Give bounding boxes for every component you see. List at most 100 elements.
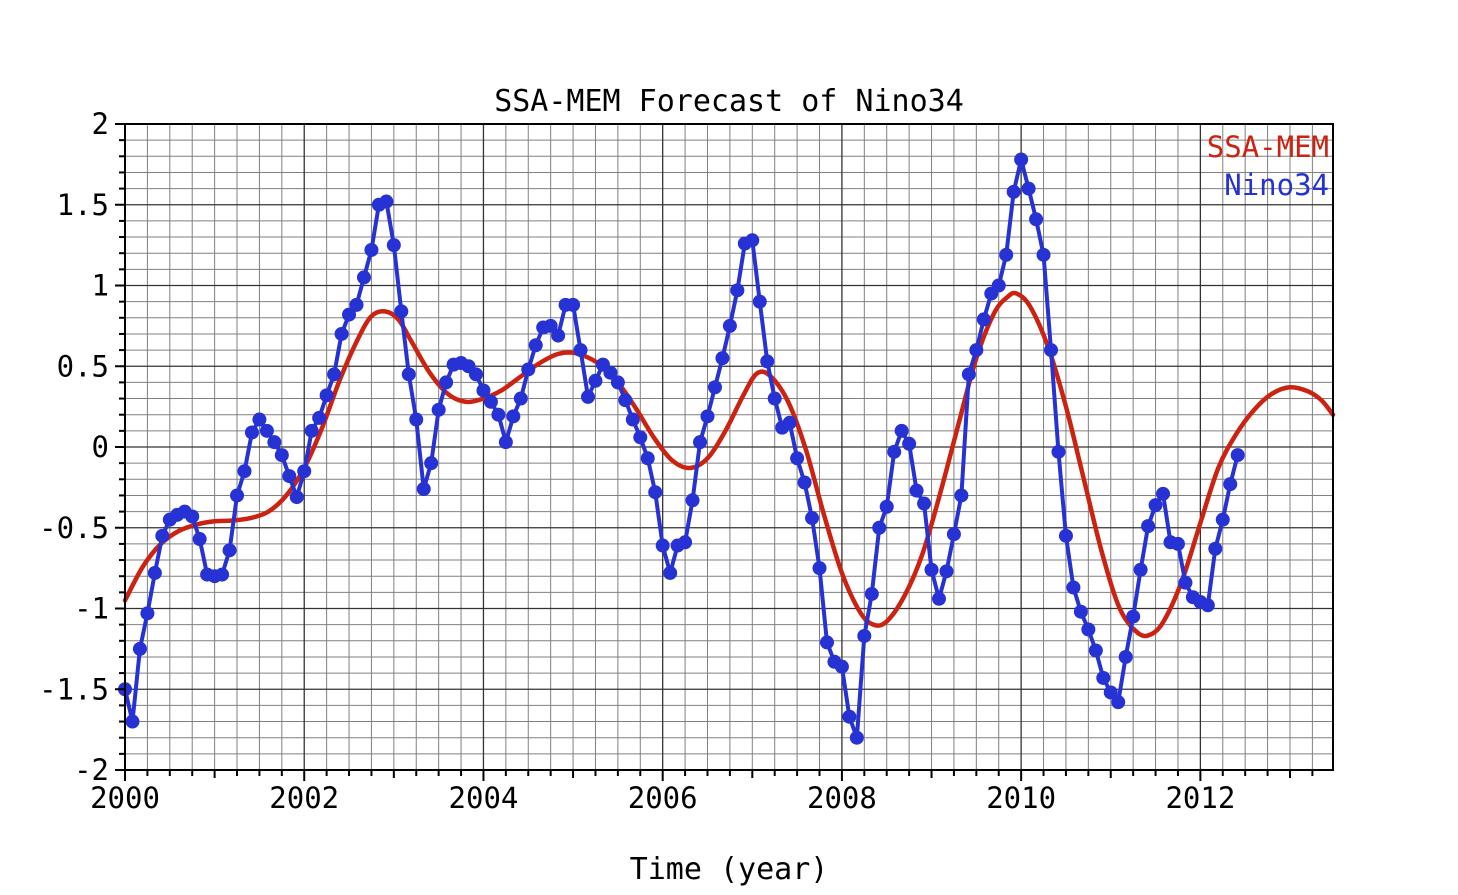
nino34-marker — [259, 423, 274, 438]
nino34-marker — [327, 367, 342, 382]
nino34-marker — [498, 435, 513, 450]
nino34-marker — [1223, 477, 1238, 492]
y-tick-label: -2 — [74, 753, 109, 787]
nino34-marker — [700, 409, 715, 424]
nino34-marker — [476, 383, 491, 398]
nino34-line — [123, 157, 1240, 740]
nino34-marker — [468, 367, 483, 382]
nino34-marker — [483, 394, 498, 409]
nino34-marker — [730, 283, 745, 298]
nino34-marker — [274, 448, 289, 463]
nino34-marker — [386, 238, 401, 253]
nino34-marker — [356, 270, 371, 285]
nino34-marker — [491, 407, 506, 422]
nino34-marker — [1036, 247, 1051, 262]
nino34-marker — [185, 509, 200, 524]
nino34-marker — [1051, 444, 1066, 459]
nino34-marker — [648, 485, 663, 500]
nino34-marker — [685, 493, 700, 508]
nino34-marker — [132, 641, 147, 656]
nino34-marker — [946, 527, 961, 542]
nino34-marker — [1081, 622, 1096, 637]
nino34-marker — [655, 538, 670, 553]
nino34-marker — [976, 312, 991, 327]
nino34-marker — [581, 389, 596, 404]
x-tick-label: 2006 — [628, 781, 698, 815]
nino34-marker — [819, 635, 834, 650]
nino34-marker — [797, 475, 812, 490]
nino34-marker — [439, 375, 454, 390]
legend-item-ssa-mem: SSA-MEM — [1206, 130, 1329, 164]
nino34-marker — [252, 412, 267, 427]
nino34-marker — [931, 591, 946, 606]
nino34-marker — [282, 469, 297, 484]
y-tick-label: 0 — [92, 430, 109, 464]
nino34-marker — [192, 532, 207, 547]
nino34-marker — [1200, 598, 1215, 613]
nino34-marker — [521, 362, 536, 377]
y-tick-label: 0.5 — [57, 349, 109, 383]
nino34-marker — [424, 456, 439, 471]
x-tick-label: 2012 — [1165, 781, 1235, 815]
nino34-marker — [663, 565, 678, 580]
nino34-marker — [954, 488, 969, 503]
nino34-marker — [805, 511, 820, 526]
nino34-marker — [1118, 649, 1133, 664]
nino34-marker — [506, 409, 521, 424]
nino34-marker — [790, 451, 805, 466]
nino34-marker — [879, 499, 894, 514]
nino34-marker — [297, 464, 312, 479]
nino34-marker — [222, 543, 237, 558]
nino34-marker — [1088, 643, 1103, 658]
nino34-marker — [416, 481, 431, 496]
legend-item-nino34: Nino34 — [1224, 168, 1329, 202]
x-axis-label: Time (year) — [629, 852, 829, 887]
nino34-marker — [924, 562, 939, 577]
nino34-marker — [625, 412, 640, 427]
nino34-marker — [1029, 212, 1044, 227]
nino34-marker — [342, 307, 357, 322]
nino34-marker — [812, 561, 827, 576]
x-tick-label: 2000 — [90, 781, 160, 815]
nino34-marker — [1073, 604, 1088, 619]
nino34-marker — [782, 415, 797, 430]
nino34-marker — [909, 483, 924, 498]
nino34-marker — [752, 294, 767, 309]
nino34-marker — [379, 194, 394, 209]
nino34-marker — [693, 435, 708, 450]
nino34-marker — [864, 586, 879, 601]
nino34-marker — [1156, 486, 1171, 501]
ssa-mem-line — [122, 290, 1336, 639]
nino34-marker — [1044, 343, 1059, 358]
nino34-marker — [543, 318, 558, 333]
nino34-marker — [767, 391, 782, 406]
nino34-marker — [902, 436, 917, 451]
nino34-marker — [610, 375, 625, 390]
nino34-marker — [364, 242, 379, 257]
nino34-marker — [715, 351, 730, 366]
nino34-marker — [1133, 562, 1148, 577]
nino34-marker — [588, 373, 603, 388]
nino34-marker — [834, 659, 849, 674]
nino34-marker — [401, 367, 416, 382]
nino34-marker — [603, 365, 618, 380]
nino34-marker — [289, 490, 304, 505]
nino34-marker — [394, 304, 409, 319]
nino34-marker — [312, 410, 327, 425]
nino34-marker — [1006, 184, 1021, 199]
nino34-marker — [842, 709, 857, 724]
nino34-marker — [125, 714, 140, 729]
y-tick-label: 2 — [92, 107, 109, 141]
nino34-marker — [1021, 181, 1036, 196]
nino34-marker — [969, 343, 984, 358]
nino34-marker — [551, 328, 566, 343]
y-tick-label: -1.5 — [39, 672, 109, 706]
nino34-marker — [1170, 536, 1185, 551]
nino34-marker — [349, 297, 364, 312]
nino34-marker — [760, 354, 775, 369]
nino34-marker — [155, 528, 170, 543]
nino34-marker — [230, 488, 245, 503]
nino34-marker — [618, 393, 633, 408]
